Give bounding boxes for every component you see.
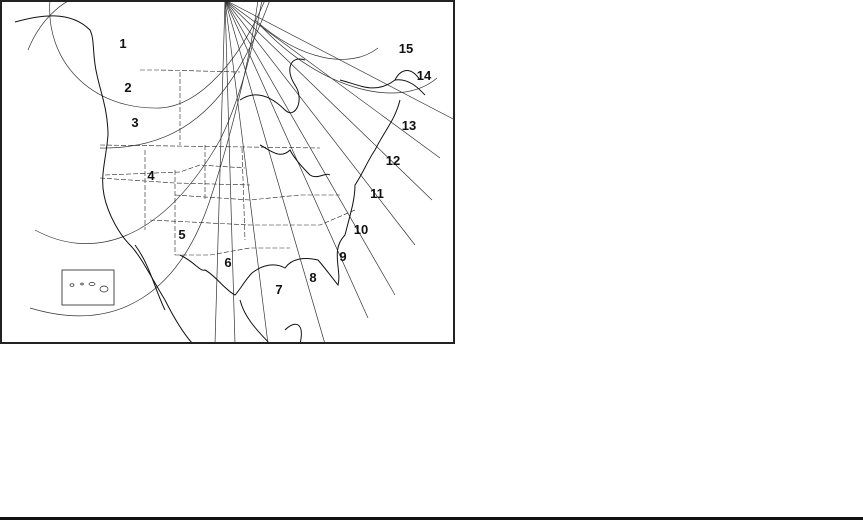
zone-label-2: 2 (124, 80, 131, 95)
zone-label-11: 11 (370, 186, 384, 201)
zone-boundary-line (224, 0, 369, 319)
zone-label-15: 15 (399, 41, 413, 56)
zone-label-9: 9 (339, 249, 346, 264)
map-frame (0, 0, 455, 344)
coastline (14, 15, 426, 344)
compass-variance-zone-map: 1 2 3 4 5 6 7 8 9 10 11 12 13 14 15 (0, 0, 455, 344)
zone-boundary-line (224, 0, 455, 121)
zone-boundary-line (224, 0, 396, 296)
zone-label-12: 12 (386, 153, 400, 168)
zone-boundary-line (214, 0, 226, 344)
zone-label-5: 5 (178, 227, 185, 242)
zone-boundary-line (224, 0, 416, 246)
zone-label-8: 8 (309, 270, 316, 285)
zone-boundary-line (224, 0, 269, 344)
zone-label-6: 6 (224, 255, 231, 270)
zone-label-3: 3 (131, 115, 138, 130)
zone-boundary-line (224, 0, 236, 344)
zone-label-4: 4 (147, 168, 155, 183)
zone-label-14: 14 (417, 68, 432, 83)
zone-label-13: 13 (402, 118, 416, 133)
hawaii-inset (61, 269, 115, 306)
zone-label-10: 10 (354, 222, 368, 237)
page-bottom-rule (0, 517, 863, 520)
state-province-borders (99, 69, 356, 256)
zone-label-1: 1 (119, 36, 126, 51)
zone-label-7: 7 (275, 282, 282, 297)
zone-labels: 1 2 3 4 5 6 7 8 9 10 11 12 13 14 15 (119, 36, 432, 297)
zone-boundary-line (224, 0, 433, 201)
zone-boundary-line (224, 0, 326, 344)
